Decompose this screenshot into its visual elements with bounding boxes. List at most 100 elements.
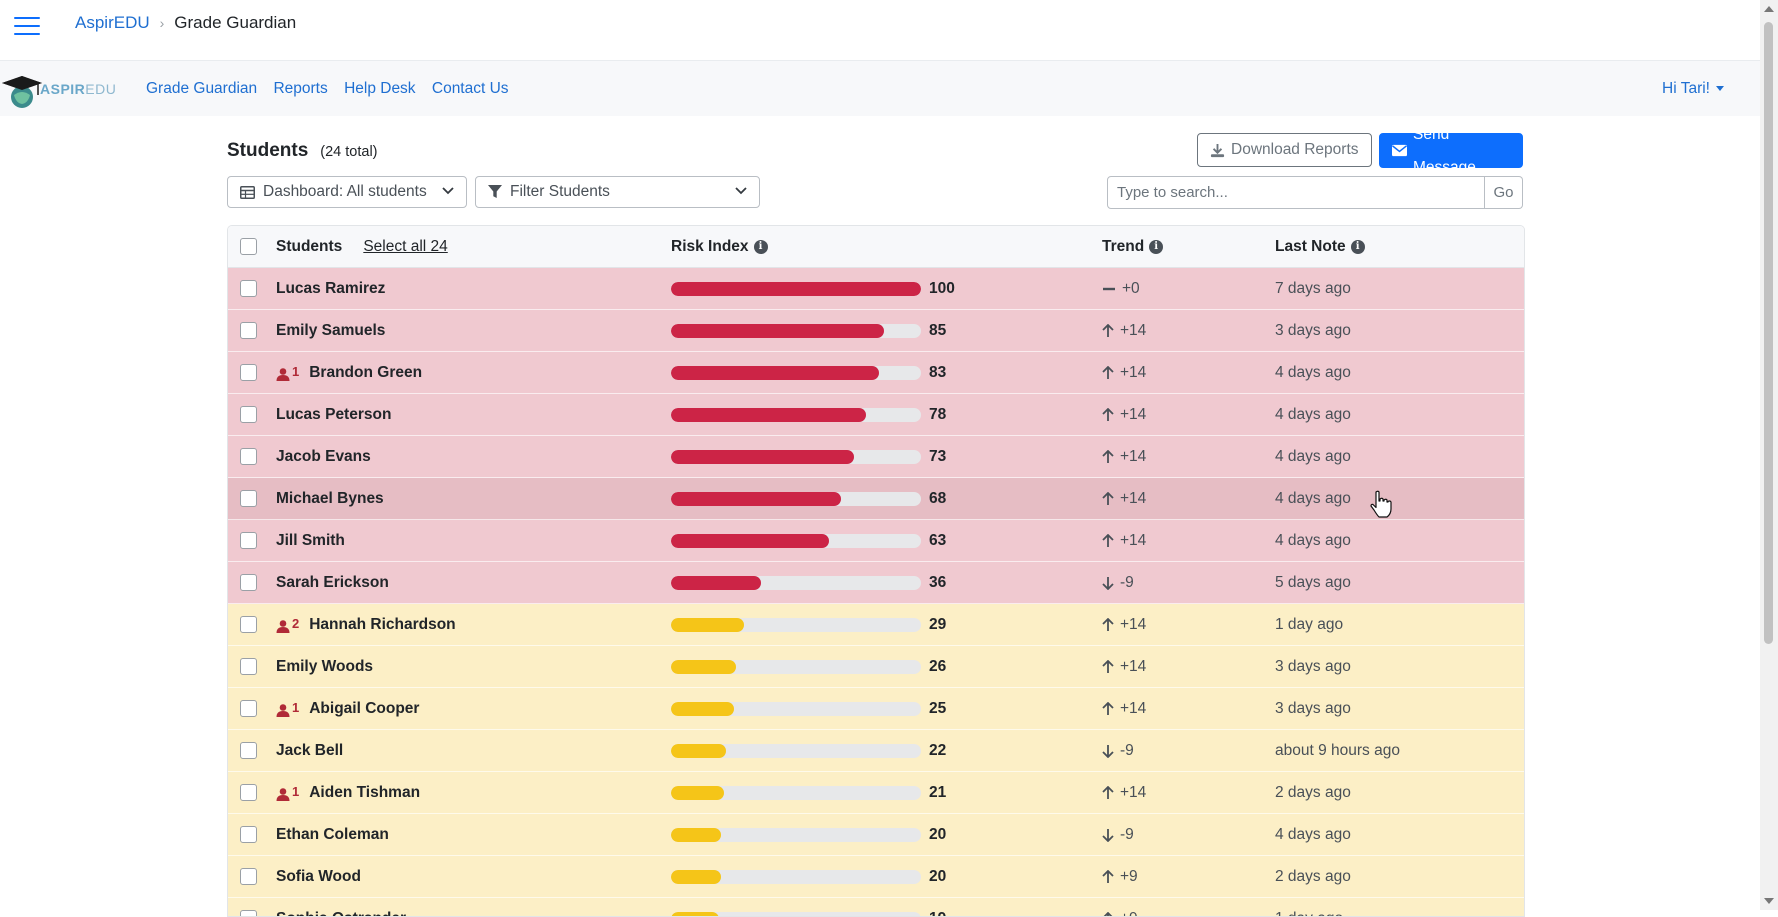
person-icon [276,704,290,717]
table-row[interactable]: Michael Bynes 68 +14 4 days ago [228,478,1524,520]
last-note: 1 day ago [1275,910,1343,917]
dashboard-select[interactable]: Dashboard: All students [227,176,467,208]
nav-grade-guardian[interactable]: Grade Guardian [146,80,257,97]
last-note: 4 days ago [1275,448,1351,466]
scroll-up-arrow-icon[interactable] [1764,6,1774,12]
row-checkbox[interactable] [240,406,257,423]
table-row[interactable]: Emily Samuels 85 +14 3 days ago [228,310,1524,352]
row-checkbox[interactable] [240,910,257,917]
student-name[interactable]: Aiden Tishman [309,784,420,802]
page-title: Students(24 total) [227,140,378,162]
student-name[interactable]: Ethan Coleman [276,826,389,844]
student-name[interactable]: Emily Woods [276,658,373,676]
student-name[interactable]: Hannah Richardson [309,616,455,634]
table-row[interactable]: Jill Smith 63 +14 4 days ago [228,520,1524,562]
student-name[interactable]: Abigail Cooper [309,700,419,718]
column-students: Students [276,238,342,256]
student-alert[interactable]: 1 [276,784,299,801]
student-alert[interactable]: 1 [276,364,299,381]
row-checkbox[interactable] [240,616,257,633]
row-checkbox[interactable] [240,826,257,843]
table-icon [240,186,255,199]
trend-value: +14 [1102,700,1146,718]
risk-bar-fill [671,660,736,674]
student-alert[interactable]: 1 [276,700,299,717]
row-checkbox[interactable] [240,532,257,549]
column-trend[interactable]: Trend [1102,238,1144,256]
risk-bar [671,786,921,800]
student-name[interactable]: Lucas Ramirez [276,280,385,298]
arrow-up-icon [1102,408,1114,422]
student-name[interactable]: Lucas Peterson [276,406,391,424]
student-name[interactable]: Brandon Green [309,364,422,382]
table-row[interactable]: Sophia Ostrander 19 +9 1 day ago [228,898,1524,917]
risk-score: 22 [929,742,959,760]
student-name[interactable]: Emily Samuels [276,322,385,340]
student-name[interactable]: Sarah Erickson [276,574,389,592]
row-checkbox[interactable] [240,574,257,591]
risk-score: 29 [929,616,959,634]
row-checkbox[interactable] [240,364,257,381]
table-row[interactable]: Lucas Ramirez 100 +0 7 days ago [228,268,1524,310]
trend-value: +0 [1102,280,1140,298]
student-name[interactable]: Jacob Evans [276,448,371,466]
row-checkbox[interactable] [240,784,257,801]
select-all-checkbox[interactable] [240,238,257,255]
send-message-button[interactable]: Send Message [1379,133,1523,168]
student-name[interactable]: Sophia Ostrander [276,910,406,917]
last-note: about 9 hours ago [1275,742,1400,760]
student-name[interactable]: Jill Smith [276,532,345,550]
search-input[interactable] [1107,176,1485,209]
column-last-note[interactable]: Last Note [1275,238,1346,256]
table-row[interactable]: Jacob Evans 73 +14 4 days ago [228,436,1524,478]
table-row[interactable]: Sarah Erickson 36 -9 5 days ago [228,562,1524,604]
page-scrollbar[interactable] [1760,0,1778,910]
select-all-link[interactable]: Select all 24 [363,238,447,256]
top-bar: AspirEDU›Grade Guardian [0,0,1760,61]
row-checkbox[interactable] [240,742,257,759]
info-icon[interactable]: i [754,240,768,254]
nav-links: Grade Guardian Reports Help Desk Contact… [146,80,521,98]
row-checkbox[interactable] [240,448,257,465]
last-note: 4 days ago [1275,532,1351,550]
student-name[interactable]: Michael Bynes [276,490,384,508]
students-count: (24 total) [320,144,377,160]
trend-text: +14 [1120,406,1146,424]
last-note: 3 days ago [1275,322,1351,340]
row-checkbox[interactable] [240,280,257,297]
breadcrumb: AspirEDU›Grade Guardian [75,13,296,33]
table-row[interactable]: Sofia Wood 20 +9 2 days ago [228,856,1524,898]
table-row[interactable]: Lucas Peterson 78 +14 4 days ago [228,394,1524,436]
row-checkbox[interactable] [240,700,257,717]
row-checkbox[interactable] [240,490,257,507]
info-icon[interactable]: i [1351,240,1365,254]
risk-bar [671,450,921,464]
student-name[interactable]: Jack Bell [276,742,343,760]
nav-reports[interactable]: Reports [273,80,327,97]
nav-help-desk[interactable]: Help Desk [344,80,416,97]
filter-students-select[interactable]: Filter Students [475,176,760,208]
breadcrumb-home-link[interactable]: AspirEDU [75,13,150,32]
table-row[interactable]: Ethan Coleman 20 -9 4 days ago [228,814,1524,856]
row-checkbox[interactable] [240,868,257,885]
row-checkbox[interactable] [240,658,257,675]
download-reports-button[interactable]: Download Reports [1197,133,1372,167]
column-risk-index[interactable]: Risk Index [671,238,749,256]
student-alert[interactable]: 2 [276,616,299,633]
nav-contact-us[interactable]: Contact Us [432,80,509,97]
aspiredu-logo[interactable]: ASPIREDU [0,69,125,109]
scrollbar-thumb[interactable] [1764,22,1773,644]
info-icon[interactable]: i [1149,240,1163,254]
student-name[interactable]: Sofia Wood [276,868,361,886]
search-go-button[interactable]: Go [1485,176,1523,209]
user-menu[interactable]: Hi Tari! [1662,80,1724,98]
table-row[interactable]: Jack Bell 22 -9 about 9 hours ago [228,730,1524,772]
menu-icon[interactable] [14,17,40,37]
table-row[interactable]: Emily Woods 26 +14 3 days ago [228,646,1524,688]
row-checkbox[interactable] [240,322,257,339]
scroll-down-arrow-icon[interactable] [1764,898,1774,904]
